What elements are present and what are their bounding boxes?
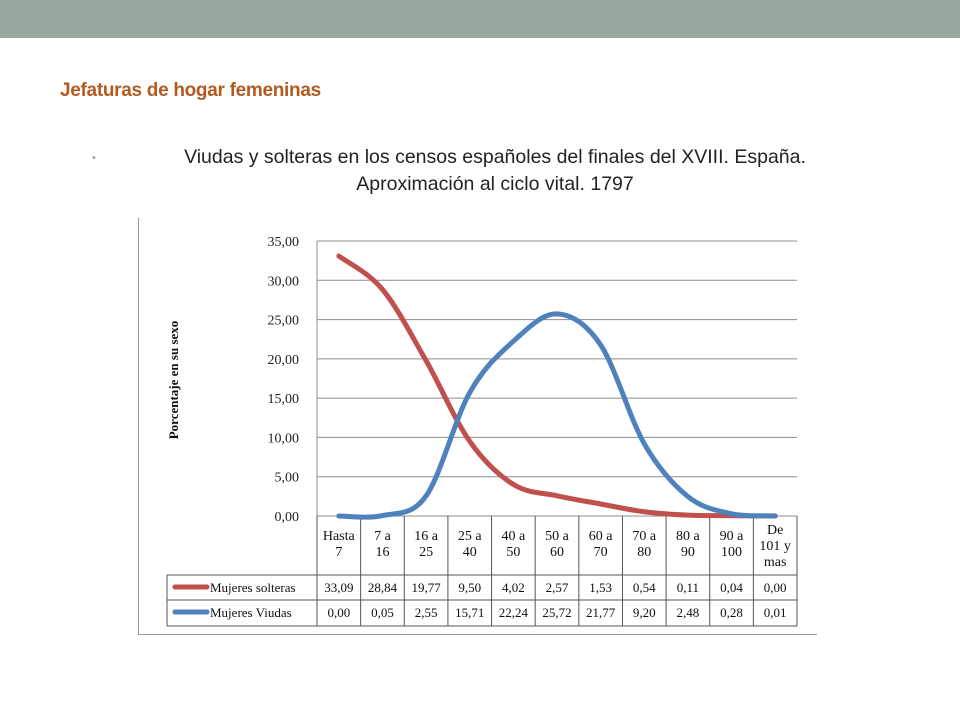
category-label: 40 <box>463 545 477 560</box>
category-label: De <box>767 523 783 538</box>
y-tick-label: 10,00 <box>268 431 300 446</box>
data-label: 0,54 <box>633 580 656 595</box>
category-label: 70 a <box>632 529 657 544</box>
category-label: 7 a <box>374 529 392 544</box>
bullet-text: Viudas y solteras en los censos españole… <box>90 144 900 198</box>
category-label: 101 y <box>759 539 791 554</box>
data-label: 0,00 <box>327 605 350 620</box>
data-label: 15,71 <box>455 605 484 620</box>
data-label: 28,84 <box>368 580 398 595</box>
series-line-viudas <box>336 311 778 520</box>
data-label: 33,09 <box>324 580 353 595</box>
slide-title: Jefaturas de hogar femeninas <box>60 80 321 101</box>
category-label: 80 a <box>676 529 701 544</box>
data-label: 2,55 <box>415 605 438 620</box>
category-label: 25 <box>419 545 433 560</box>
data-label: 19,77 <box>411 580 441 595</box>
y-tick-label: 5,00 <box>275 471 300 486</box>
category-label: 60 a <box>589 529 614 544</box>
y-tick-label: 0,00 <box>275 510 300 525</box>
bullet-line-1: Viudas y solteras en los censos españole… <box>184 146 806 168</box>
bullet-icon: • <box>92 152 96 164</box>
data-label: 0,01 <box>764 605 787 620</box>
data-label: 21,77 <box>586 605 616 620</box>
category-label: 70 <box>594 545 608 560</box>
data-label: 22,24 <box>499 605 529 620</box>
category-label: 80 <box>637 545 651 560</box>
data-label: 25,72 <box>542 605 571 620</box>
y-tick-label: 20,00 <box>268 353 300 368</box>
y-tick-label: 30,00 <box>268 274 300 289</box>
data-label: 0,05 <box>371 605 394 620</box>
legend-label: Mujeres Viudas <box>210 605 292 620</box>
data-label: 0,04 <box>720 580 743 595</box>
category-label: 7 <box>335 545 342 560</box>
category-label: 16 a <box>414 529 439 544</box>
data-label: 2,48 <box>677 605 700 620</box>
top-accent-bar <box>0 0 960 38</box>
category-label: mas <box>764 555 787 570</box>
data-label: 1,53 <box>589 580 612 595</box>
data-label: 4,02 <box>502 580 525 595</box>
data-label: 9,50 <box>458 580 481 595</box>
data-label: 2,57 <box>546 580 569 595</box>
y-tick-label: 15,00 <box>268 392 300 407</box>
data-label: 0,00 <box>764 580 787 595</box>
data-label: 9,20 <box>633 605 656 620</box>
category-label: 60 <box>550 545 564 560</box>
category-label: 25 a <box>458 529 483 544</box>
category-label: 90 <box>681 545 695 560</box>
data-label: 0,11 <box>677 580 699 595</box>
y-tick-label: 35,00 <box>268 235 300 250</box>
category-label: 50 a <box>545 529 570 544</box>
category-label: Hasta <box>323 529 356 544</box>
y-axis-label: Porcentaje en su sexo <box>166 321 181 440</box>
bullet-line-2: Aproximación al ciclo vital. 1797 <box>356 173 634 195</box>
category-label: 100 <box>721 545 742 560</box>
data-label: 0,28 <box>720 605 743 620</box>
category-label: 50 <box>506 545 520 560</box>
chart-frame <box>138 218 817 635</box>
series-line-solteras <box>336 253 778 519</box>
category-label: 90 a <box>720 529 745 544</box>
y-tick-label: 25,00 <box>268 314 300 329</box>
legend-label: Mujeres solteras <box>210 580 296 595</box>
category-label: 16 <box>375 545 389 560</box>
category-label: 40 a <box>502 529 527 544</box>
